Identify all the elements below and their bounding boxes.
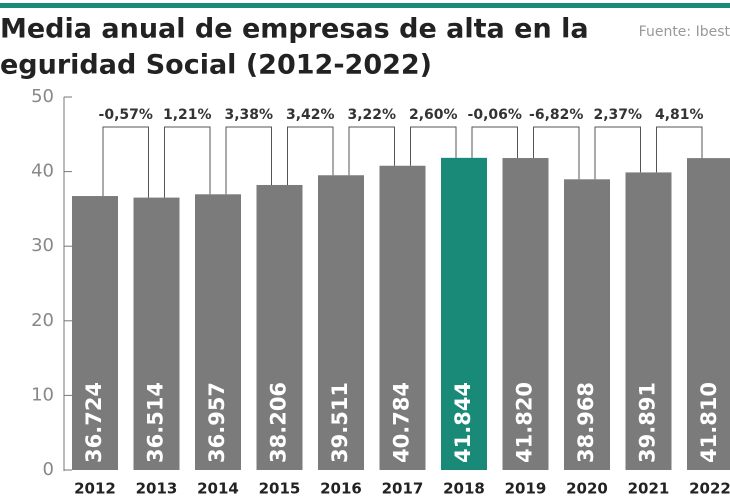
bar	[256, 184, 303, 470]
change-bracket	[410, 126, 457, 166]
bar	[441, 157, 487, 471]
bar	[318, 175, 364, 471]
change-label: 2,37%	[593, 107, 642, 123]
change-label: 4,81%	[655, 107, 704, 123]
value-label: 39.511	[328, 382, 352, 463]
bar	[195, 194, 241, 470]
source: Fuente: Ibest	[639, 24, 730, 40]
value-label: 36.957	[205, 382, 229, 463]
x-tick-label: 2016	[320, 480, 362, 498]
bar	[625, 172, 672, 470]
change-label: 3,42%	[286, 107, 335, 123]
bar	[133, 197, 180, 470]
y-tick-label: 0	[43, 459, 54, 480]
change-label: 3,22%	[347, 107, 396, 123]
change-label: -0,06%	[468, 107, 522, 123]
chart-title: Media anual de empresas de alta en la	[0, 14, 589, 45]
bar	[502, 158, 549, 470]
value-label: 41.820	[513, 382, 537, 463]
x-tick-label: 2012	[74, 480, 116, 498]
bar	[687, 158, 730, 470]
value-label: 38.968	[574, 382, 598, 463]
x-tick-label: 2013	[136, 480, 178, 498]
y-tick-label: 40	[31, 161, 54, 182]
value-label: 41.810	[697, 382, 721, 463]
x-tick-label: 2022	[689, 480, 730, 498]
change-bracket	[164, 126, 211, 198]
change-bracket	[102, 126, 149, 198]
value-label: 40.784	[390, 382, 414, 463]
value-label: 36.514	[144, 382, 168, 463]
change-bracket	[594, 126, 641, 180]
chart-title: eguridad Social (2012-2022)	[0, 50, 432, 81]
x-tick-label: 2021	[628, 480, 670, 498]
change-bracket	[471, 126, 518, 159]
x-tick-label: 2020	[566, 480, 608, 498]
bar	[72, 196, 118, 471]
change-label: -6,82%	[529, 107, 583, 123]
change-bracket	[225, 126, 272, 195]
value-label: 36.724	[82, 382, 106, 463]
change-bracket	[533, 126, 580, 180]
y-tick-label: 20	[31, 310, 54, 331]
y-tick-label: 30	[31, 235, 54, 256]
y-tick-label: 10	[31, 384, 54, 405]
change-label: 1,21%	[163, 107, 212, 123]
x-tick-label: 2019	[505, 480, 547, 498]
x-tick-label: 2014	[197, 480, 239, 498]
x-tick-label: 2015	[259, 480, 301, 498]
value-label: 39.891	[636, 382, 660, 463]
change-bracket	[348, 126, 395, 176]
y-tick-label: 50	[31, 86, 54, 107]
change-bracket	[287, 126, 334, 185]
x-tick-label: 2018	[443, 480, 485, 498]
bar	[379, 165, 426, 471]
top-rule	[0, 3, 730, 8]
change-label: 2,60%	[409, 107, 458, 123]
value-label: 38.206	[267, 382, 291, 463]
change-bracket	[656, 126, 703, 173]
change-label: -0,57%	[99, 107, 153, 123]
change-label: 3,38%	[224, 107, 273, 123]
x-tick-label: 2017	[382, 480, 424, 498]
bar	[564, 179, 610, 471]
value-label: 41.844	[451, 382, 475, 463]
